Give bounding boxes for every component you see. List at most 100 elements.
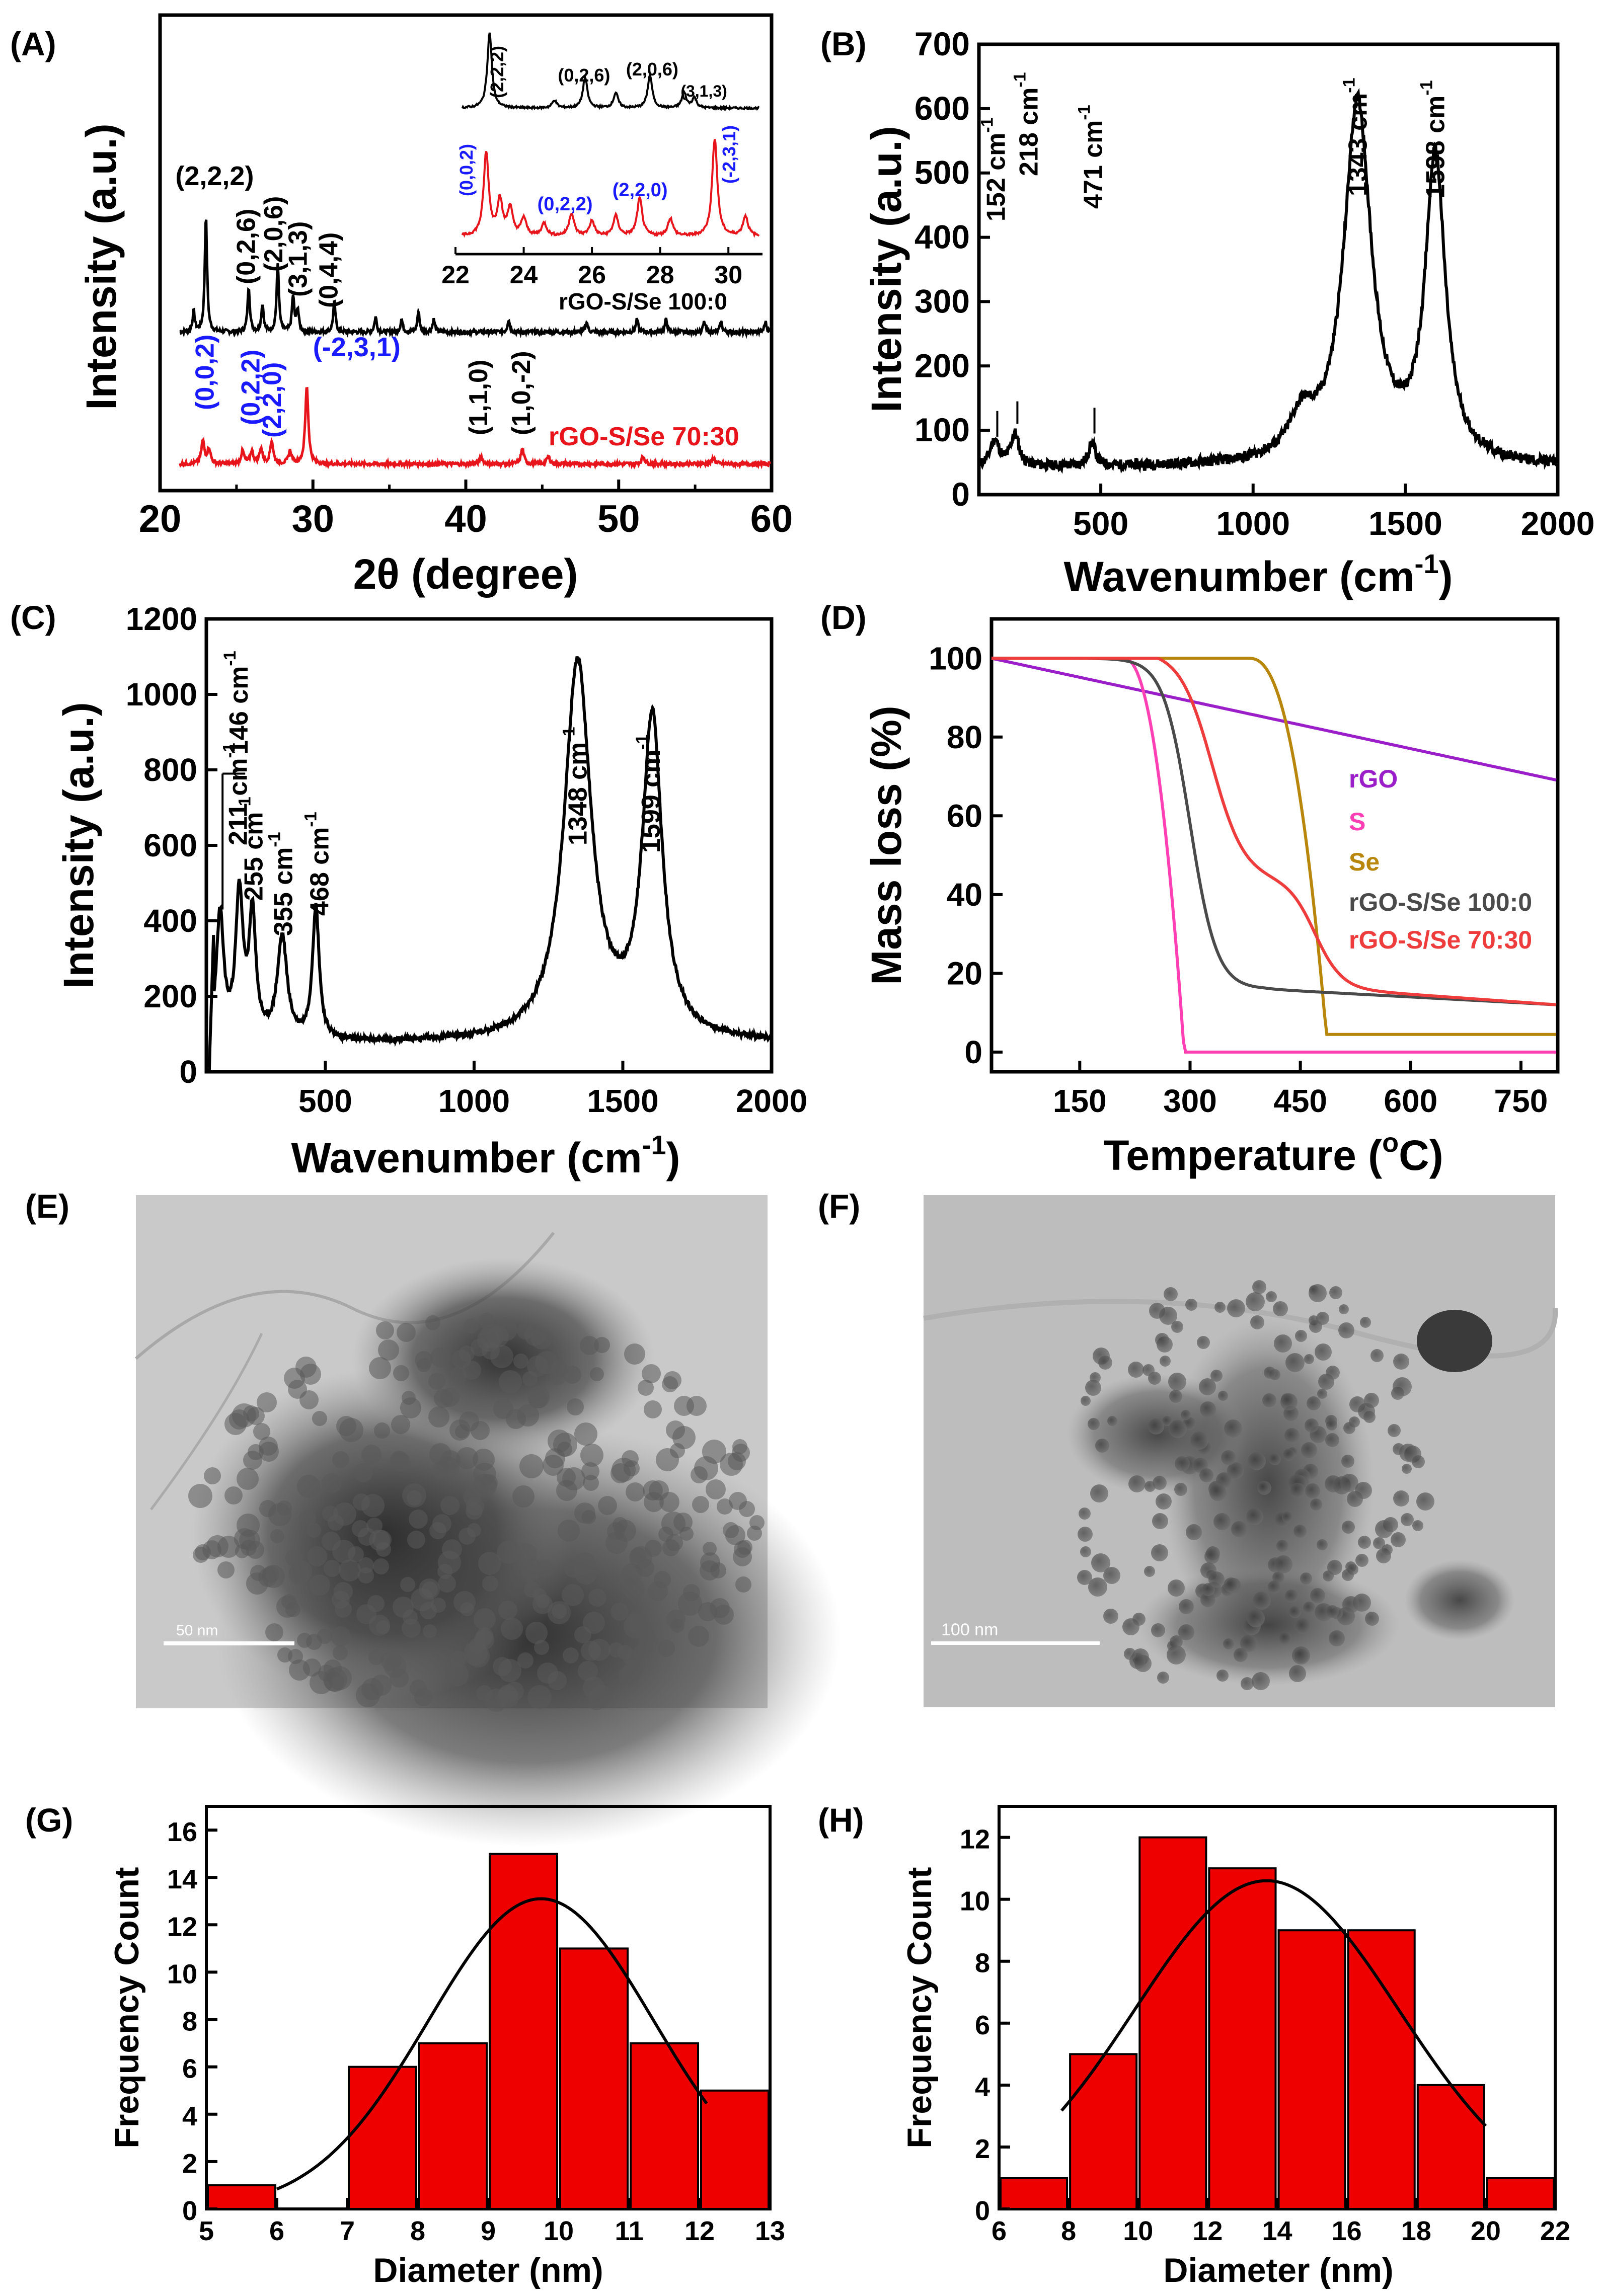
nanoparticle: [517, 1404, 539, 1427]
y-tick-label: 4: [182, 2101, 197, 2131]
nanoparticle: [588, 1639, 611, 1661]
nanoparticle: [562, 1467, 585, 1490]
tem-image-e-particles: [135, 1232, 841, 1847]
nanoparticle: [268, 1503, 291, 1526]
peak-label: 152 cm-1: [977, 117, 1011, 221]
nanoparticle: [449, 1419, 471, 1441]
peak-label: 1348 cm-1: [560, 727, 593, 845]
nanoparticle: [1310, 1498, 1322, 1511]
nanoparticle: [1091, 1553, 1110, 1572]
y-tick-label: 100: [914, 411, 970, 448]
large-particle: [1417, 1310, 1492, 1372]
panel-b-spectrum-line: [979, 88, 1559, 474]
nanoparticle: [1185, 1299, 1197, 1311]
x-tick-label: 14: [1262, 2216, 1292, 2246]
nanoparticle: [1178, 1624, 1194, 1640]
nanoparticle: [409, 1510, 428, 1529]
nanoparticle: [1305, 1483, 1320, 1498]
nanoparticle: [299, 1390, 319, 1409]
nanoparticle: [407, 1490, 422, 1506]
y-tick-label: 800: [143, 752, 197, 788]
y-tick-label: 700: [914, 25, 970, 62]
nanoparticle: [1304, 1354, 1314, 1364]
peak-label: (1,1,0): [464, 360, 493, 435]
nanoparticle: [391, 1415, 410, 1434]
nanoparticle: [243, 1405, 259, 1421]
nanoparticle: [1355, 1554, 1368, 1567]
nanoparticle: [466, 1502, 483, 1520]
nanoparticle: [1284, 1428, 1300, 1443]
panel-h-bars: [1000, 1836, 1555, 2210]
y-tick-label: 10: [960, 1886, 990, 1917]
x-tick-label: 2000: [736, 1083, 807, 1119]
y-tick-label: 1200: [126, 601, 197, 637]
nanoparticle: [366, 1518, 383, 1534]
nanoparticle: [1224, 1577, 1239, 1593]
nanoparticle: [482, 1575, 498, 1592]
panel-e-tem-image: (E) 50 nm: [25, 1187, 841, 1847]
inset-peak-label-blue: (-2,3,1): [719, 125, 739, 184]
nanoparticle: [534, 1640, 549, 1655]
histogram-bar: [1208, 1867, 1277, 2210]
nanoparticle: [217, 1561, 235, 1578]
legend-label: rGO: [1349, 765, 1398, 793]
nanoparticle: [670, 1443, 685, 1458]
panel-h-axes: 6 8 10 12 14 16 18 20 22 0 2 4 6 8 10 12: [960, 1825, 1570, 2246]
y-tick-label: 20: [947, 955, 982, 991]
nanoparticle: [1276, 1540, 1288, 1552]
x-tick-label: 10: [1123, 2216, 1153, 2246]
nanoparticle: [649, 1480, 669, 1500]
nanoparticle: [284, 1368, 305, 1389]
nanoparticle: [1098, 1356, 1112, 1370]
nanoparticle: [324, 1560, 341, 1577]
histogram-bar: [559, 1947, 629, 2210]
nanoparticle: [1329, 1286, 1342, 1299]
nanoparticle: [710, 1562, 726, 1578]
nanoparticle: [588, 1589, 606, 1607]
nanoparticle: [1227, 1462, 1244, 1479]
nanoparticle: [1393, 1490, 1409, 1507]
y-tick-label: 2: [182, 2149, 197, 2179]
tga-curve-rgo-s-se-70-30: [992, 657, 1557, 1006]
inset-peak-label: (2,2,2): [487, 46, 507, 98]
nanoparticle: [361, 1445, 382, 1465]
y-tick-label: 6: [975, 2010, 990, 2040]
y-tick-label: 300: [914, 282, 970, 320]
nanoparticle: [536, 1594, 550, 1608]
nanoparticle: [434, 1389, 453, 1408]
nanoparticle: [438, 1574, 456, 1593]
nanoparticle: [1375, 1520, 1393, 1538]
histogram-bar: [348, 2066, 417, 2210]
nanoparticle: [490, 1345, 513, 1368]
nanoparticle: [1210, 1370, 1223, 1382]
nanoparticle: [449, 1367, 467, 1384]
peak-label: 355 cm-1: [265, 832, 298, 936]
nanoparticle: [1401, 1513, 1414, 1526]
nanoparticle: [583, 1475, 599, 1491]
nanoparticle: [624, 1615, 648, 1639]
nanoparticle: [1197, 1336, 1210, 1349]
nanoparticle: [1144, 1566, 1155, 1577]
x-tick-label: 10: [544, 2216, 574, 2246]
nanoparticle: [237, 1468, 259, 1490]
nanoparticle: [1282, 1512, 1293, 1523]
nanoparticle: [1246, 1508, 1263, 1525]
nanoparticle: [1171, 1321, 1183, 1333]
nanoparticle: [407, 1531, 425, 1549]
inset-x-tick-label: 26: [578, 261, 606, 289]
nanoparticle: [580, 1444, 603, 1467]
nanoparticle: [1252, 1672, 1270, 1690]
nanoparticle: [428, 1373, 445, 1390]
nanoparticle: [666, 1610, 685, 1629]
nanoparticle: [1240, 1635, 1257, 1652]
y-tick-label: 0: [182, 2196, 197, 2226]
nanoparticle: [354, 1463, 373, 1482]
nanoparticle: [393, 1365, 409, 1381]
nanoparticle: [562, 1584, 584, 1606]
nanoparticle: [333, 1502, 356, 1526]
panel-c-y-title: Intensity (a.u.): [55, 702, 102, 988]
panel-label-d: (D): [820, 599, 867, 636]
panel-a-peak-annotations: (2,2,2) (0,2,6)(2,0,6)(3,1,3) (0,4,4) (1,1,…: [175, 161, 536, 438]
peak-label: 146 cm-1: [220, 651, 254, 755]
